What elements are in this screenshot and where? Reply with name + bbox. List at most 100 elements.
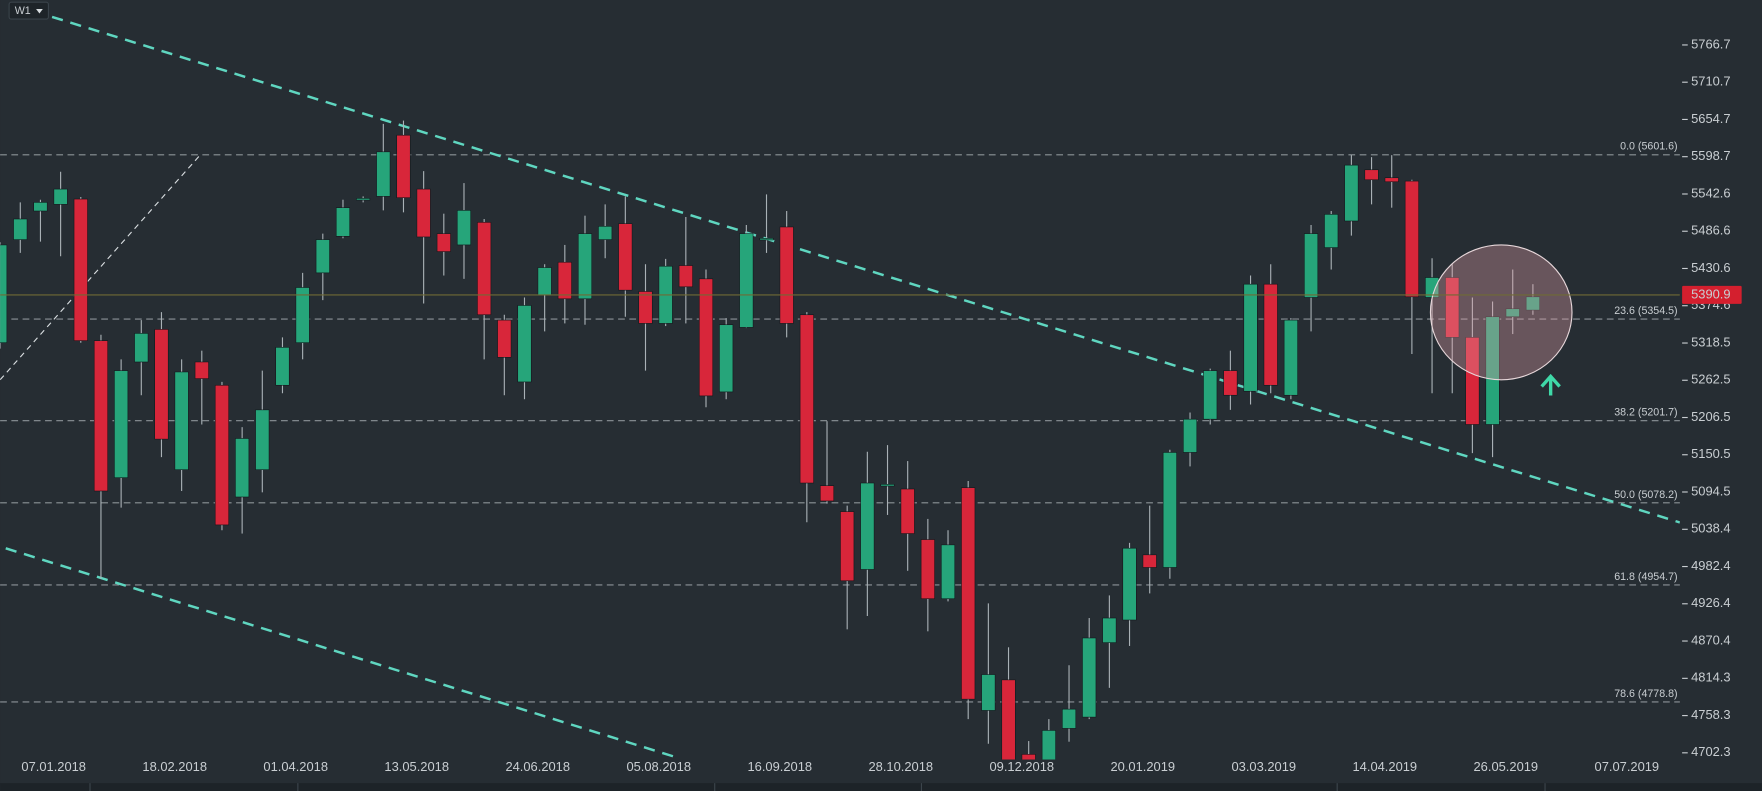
candle-body — [477, 222, 492, 316]
candle-body — [940, 544, 956, 600]
candle-body — [719, 324, 734, 393]
fib-label: 61.8 (4954.7) — [1614, 571, 1677, 583]
y-tick-label: 5486.6 — [1691, 223, 1730, 238]
y-tick-label: 5654.7 — [1691, 111, 1730, 126]
candle-body — [53, 188, 68, 205]
candle-body — [618, 223, 633, 291]
up-arrow — [1540, 373, 1561, 396]
candle-body — [174, 371, 189, 470]
fib-label: 50.0 (5078.2) — [1614, 489, 1677, 501]
y-tick-label: 5542.6 — [1691, 185, 1730, 200]
x-tick-label: 20.01.2019 — [1110, 759, 1175, 774]
candle-body — [1122, 547, 1137, 621]
candle-body — [1283, 319, 1298, 396]
candle-body — [1223, 370, 1238, 396]
candle-body — [860, 482, 875, 570]
candle-body — [497, 319, 512, 358]
timeframe-selector[interactable]: W1 — [8, 1, 49, 20]
current-price-box — [1682, 285, 1742, 304]
y-tick-label: 4982.4 — [1691, 558, 1730, 573]
candle-body — [638, 291, 653, 324]
candle-body — [1162, 452, 1177, 568]
candle-body — [356, 198, 371, 201]
x-tick-label: 14.04.2019 — [1353, 759, 1418, 774]
highlight-circle — [1429, 244, 1573, 381]
candle-body — [214, 384, 229, 526]
candle-body — [961, 487, 976, 700]
x-tick-label: 26.05.2019 — [1474, 759, 1539, 774]
candle-body — [1364, 169, 1379, 181]
candle-body — [799, 314, 814, 484]
candle-body — [698, 278, 714, 397]
y-tick-label: 5318.5 — [1691, 334, 1730, 349]
trend-line — [5, 547, 681, 760]
candle-body — [577, 233, 593, 300]
candle-body — [779, 226, 794, 324]
candle-body — [900, 488, 915, 534]
candle-body — [1041, 730, 1056, 760]
y-tick-label: 5094.5 — [1691, 483, 1730, 498]
candle-body — [73, 198, 88, 341]
y-tick-label: 4814.3 — [1691, 670, 1730, 685]
timeframe-box[interactable] — [8, 1, 49, 20]
candle-body — [1021, 754, 1036, 760]
candle-body — [275, 347, 290, 386]
candle-body — [154, 329, 169, 440]
candle-body — [315, 239, 330, 274]
x-tick-label: 28.10.2018 — [868, 759, 933, 774]
x-tick-label: 07.07.2019 — [1595, 759, 1660, 774]
candle-body — [739, 233, 754, 328]
y-tick-label: 5710.7 — [1691, 74, 1730, 89]
y-tick-label: 5766.7 — [1691, 36, 1730, 51]
x-tick-label: 03.03.2019 — [1232, 759, 1297, 774]
candle-body — [1142, 554, 1157, 568]
candle-body — [1243, 283, 1258, 392]
timeframe-label[interactable]: W1 — [15, 5, 31, 17]
x-tick-label: 05.08.2018 — [626, 759, 691, 774]
candle-body — [1324, 214, 1339, 248]
bottom-bar — [0, 783, 1762, 791]
candle-body — [1001, 679, 1016, 760]
candle-body — [13, 218, 28, 240]
candle-body — [1505, 308, 1520, 318]
bottom-separators — [89, 783, 1546, 791]
y-tick-label: 5038.4 — [1691, 521, 1730, 536]
y-tick-label: 4926.4 — [1691, 595, 1730, 610]
candle-body — [1263, 283, 1278, 386]
candle-body — [840, 511, 855, 582]
y-tick-label: 5598.7 — [1691, 148, 1730, 163]
candle-body — [1445, 277, 1460, 338]
candle-body — [1304, 233, 1319, 298]
trend-line — [33, 10, 1680, 524]
y-tick-label: 5262.5 — [1691, 372, 1730, 387]
candle-body — [194, 361, 209, 379]
fib-levels: 0.0 (5601.6) 23.6 (5354.5) 38.2 (5201.7) 50… — [0, 141, 1680, 703]
candle-body — [1082, 637, 1097, 718]
candles — [0, 120, 1540, 760]
x-tick-label: 01.04.2018 — [263, 759, 328, 774]
candle-body — [517, 305, 532, 383]
candle-body — [134, 333, 149, 363]
y-tick-label: 4870.4 — [1691, 632, 1730, 647]
candle-body — [1062, 708, 1077, 729]
candle-body — [1525, 296, 1540, 311]
candle-body — [436, 233, 451, 252]
candle-body — [920, 539, 935, 600]
y-tick-label: 4758.3 — [1691, 707, 1730, 722]
y-tick-label: 4702.3 — [1691, 744, 1730, 759]
candle-body — [114, 370, 129, 478]
y-axis: 5766.7 5710.7 5654.7 5598.7 5542.6 5486.6 5430… — [1682, 36, 1742, 759]
candle-body — [1344, 164, 1359, 222]
candle-body — [759, 238, 774, 241]
candle-body — [1102, 617, 1117, 643]
x-tick-label: 09.12.2018 — [989, 759, 1054, 774]
candle-body — [396, 134, 411, 198]
candle-body — [1465, 337, 1480, 425]
candle-body — [557, 261, 572, 300]
candle-body — [255, 409, 270, 470]
dropdown-arrow[interactable] — [36, 8, 43, 14]
candle-body — [416, 188, 431, 238]
candle-body — [1384, 177, 1399, 183]
